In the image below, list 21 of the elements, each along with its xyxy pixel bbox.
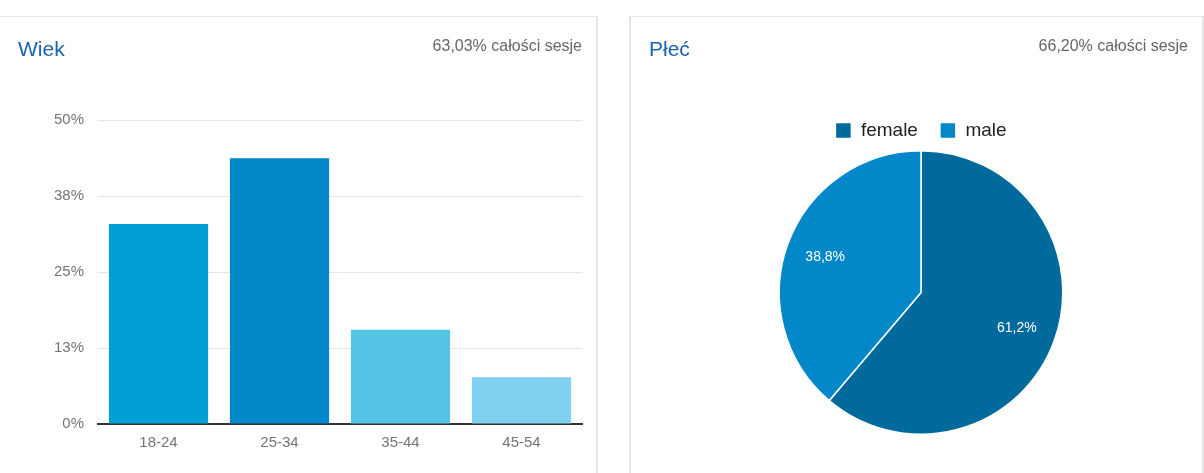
text: 66,20% całości sesje: [1038, 37, 1188, 55]
x-tick-label: 18-24: [139, 433, 178, 451]
y-tick-label: 38%: [53, 186, 85, 204]
chart-title: Płeć: [649, 37, 690, 61]
x-tick-label: 35-44: [381, 433, 420, 451]
legend-label: female: [860, 118, 918, 140]
bar: [350, 329, 451, 424]
bar: [108, 223, 209, 424]
bar: [229, 158, 330, 424]
y-tick-label: 50%: [53, 110, 85, 128]
x-tick-label: 45-54: [502, 433, 541, 451]
chart-title: Wiek: [18, 37, 65, 61]
legend-label: male: [965, 118, 1007, 140]
x-tick-label: 25-34: [260, 433, 299, 451]
bar: [471, 377, 572, 424]
data-label: 38,8%: [805, 248, 846, 265]
y-tick-label: 0%: [62, 414, 85, 432]
y-tick-label: 25%: [53, 262, 85, 280]
chart-subtitle: 63,03% całości sesje: [432, 37, 582, 55]
y-tick-label: 13%: [53, 338, 85, 356]
data-label: 61,2%: [996, 318, 1037, 335]
